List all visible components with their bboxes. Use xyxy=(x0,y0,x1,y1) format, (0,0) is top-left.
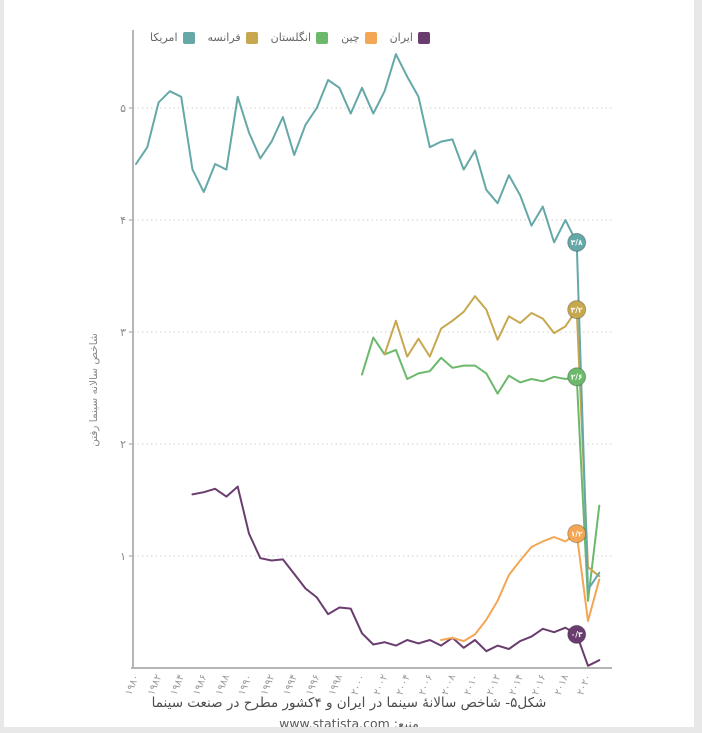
y-tick-label: ۴ xyxy=(120,214,126,227)
legend-label-america: امریکا xyxy=(150,31,178,44)
x-tick-label: ۲۰۱۸ xyxy=(553,672,571,697)
x-tick-label: ۲۰۰۸ xyxy=(440,672,458,697)
end-marker-england xyxy=(567,367,587,387)
end-marker-label-england: ۲/۶ xyxy=(571,373,583,382)
y-tick-label: ۱ xyxy=(120,550,126,563)
series-line-iran xyxy=(191,485,601,667)
x-tick-label: ۱۹۹۸ xyxy=(327,672,345,697)
figure-source: منبع: www.statista.com xyxy=(279,716,419,727)
legend-label-china: چین xyxy=(341,31,360,44)
end-marker-america xyxy=(567,232,587,252)
end-marker-france xyxy=(567,300,587,320)
x-tick-label: ۱۹۸۶ xyxy=(191,673,209,697)
x-tick-label: ۲۰۰۶ xyxy=(417,673,435,697)
y-tick-label: ۵ xyxy=(120,102,126,115)
legend-label-iran: ایران xyxy=(389,31,413,44)
x-tick-label: ۲۰۱۴ xyxy=(508,673,526,697)
legend-swatch-france xyxy=(245,31,258,44)
x-tick-label: ۱۹۸۴ xyxy=(169,673,187,697)
legend-item-iran: ایران xyxy=(390,31,430,44)
x-tick-label: ۱۹۹۴ xyxy=(282,673,300,697)
legend-item-england: انگلستان xyxy=(270,31,329,44)
end-marker-label-iran: ۰/۳ xyxy=(571,630,583,639)
legend-item-france: فرانسه xyxy=(208,31,258,44)
series-line-america xyxy=(135,53,601,591)
x-tick-label: ۲۰۲۰ xyxy=(576,673,594,697)
legend-swatch-iran xyxy=(417,31,430,44)
end-marker-iran xyxy=(567,624,587,644)
x-tick-label: ۱۹۸۸ xyxy=(214,672,232,697)
legend-label-england: انگلستان xyxy=(270,31,312,44)
x-tick-label: ۲۰۰۴ xyxy=(395,673,413,697)
y-tick-label: ۳ xyxy=(120,326,126,339)
x-tick-label: ۱۹۸۰ xyxy=(124,673,142,697)
end-marker-label-america: ۳/۸ xyxy=(571,238,583,247)
x-tick-label: ۱۹۸۲ xyxy=(146,673,164,697)
legend-swatch-china xyxy=(364,31,377,44)
legend-item-china: چین xyxy=(341,31,377,44)
x-tick-label: ۲۰۱۲ xyxy=(485,673,503,697)
series-line-france xyxy=(383,295,601,578)
figure-caption: شکل۵- شاخص سالانهٔ سینما در ایران و ۴کشو… xyxy=(151,695,547,711)
legend-item-america: امریکا xyxy=(150,31,195,44)
chart-legend: ایران چین انگلستان فرانسه امریکا xyxy=(150,31,430,44)
figure-card: ایران چین انگلستان فرانسه امریکا ۱ ۲ ۳ ۴ ۵ ۱۹… xyxy=(4,0,694,727)
y-axis-title: شاخص سالانه سینما رفتن xyxy=(88,333,100,447)
end-marker-label-france: ۳/۲ xyxy=(571,305,583,314)
x-tick-label: ۲۰۰۲ xyxy=(372,673,390,697)
legend-swatch-england xyxy=(316,31,329,44)
x-tick-label: ۲۰۱۶ xyxy=(530,673,548,697)
end-marker-label-china: ۱/۲ xyxy=(571,529,583,538)
x-tick-label: ۱۹۹۰ xyxy=(237,673,255,697)
y-tick-label: ۲ xyxy=(120,438,126,451)
x-tick-label: ۱۹۹۶ xyxy=(304,673,322,697)
x-tick-label: ۲۰۱۰ xyxy=(463,673,481,697)
x-tick-label: ۱۹۹۲ xyxy=(259,673,277,697)
x-tick-label: ۲۰۰۰ xyxy=(350,673,368,697)
legend-label-france: فرانسه xyxy=(207,31,241,44)
legend-swatch-america xyxy=(182,31,195,44)
series-line-england xyxy=(361,336,601,602)
end-marker-china xyxy=(567,524,587,544)
